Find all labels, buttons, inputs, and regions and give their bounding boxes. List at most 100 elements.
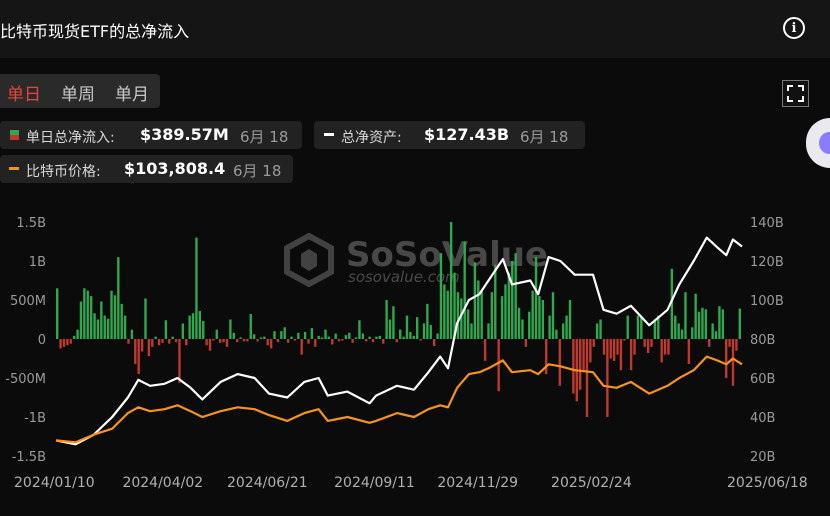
watermark: SoSoValue sosovalue.com [284, 232, 548, 288]
y-left-tick-label: 500M [10, 294, 46, 309]
inflow-bar [354, 337, 358, 339]
tab-weekly[interactable]: 单周 [61, 85, 95, 105]
inflow-bar [344, 335, 348, 339]
inflow-bar [453, 272, 456, 339]
page-title: 比特币现货ETF的总净流入 [0, 22, 190, 41]
inflow-bar [714, 331, 718, 339]
tab-daily[interactable]: 单日 [7, 85, 41, 105]
inflow-bar [477, 280, 480, 339]
inflow-bar [650, 339, 653, 347]
inflow-bar [565, 315, 568, 339]
tab-monthly[interactable]: 单月 [115, 85, 149, 105]
inflow-bar [123, 315, 127, 339]
inflow-bar [470, 323, 473, 339]
inflow-bar [629, 339, 633, 371]
net-assets-label: 总净资产: [341, 130, 402, 146]
daily-inflow-value: $389.57M [140, 125, 229, 144]
y-left-tick-label: 0 [38, 333, 46, 348]
inflow-bar [76, 329, 79, 339]
info-icon[interactable]: i [783, 17, 805, 39]
inflow-bar [466, 309, 470, 339]
inflow-bar [198, 310, 202, 339]
inflow-bar [578, 339, 582, 390]
y-left-tick-label: 1B [29, 255, 46, 270]
inflow-bar [500, 296, 504, 339]
inflow-bar [456, 292, 460, 339]
inflow-bar [599, 319, 602, 339]
legend-net-assets[interactable]: 总净资产: $127.43B 6月 18 [314, 121, 585, 149]
inflow-bar [541, 300, 545, 339]
inflow-bar [93, 313, 96, 339]
inflow-bar [151, 339, 154, 347]
inflow-bar [86, 290, 89, 339]
inflow-bar [551, 292, 555, 339]
legend-daily-inflow[interactable]: 单日总净流入: $389.57M 6月 18 [0, 121, 302, 149]
inflow-bar [697, 311, 701, 339]
inflow-bar [242, 339, 246, 342]
y-right-tick-label: 60B [750, 372, 775, 387]
inflow-bar [69, 339, 72, 344]
y-left-tick-label: -500M [5, 372, 46, 387]
legend-btc-price[interactable]: 比特币价格: $103,808.4 6月 18 [0, 155, 293, 183]
inflow-bar [324, 329, 327, 339]
inflow-bar [62, 339, 66, 347]
inflow-bar [385, 300, 388, 339]
inflow-bar [633, 339, 636, 355]
inflow-bar [643, 339, 646, 347]
inflow-bar [259, 337, 263, 339]
inflow-bar [405, 315, 409, 339]
inflow-bar [249, 314, 252, 339]
inflow-bar [317, 335, 320, 339]
inflow-bar [137, 339, 140, 375]
btc-price-label: 比特币价格: [26, 164, 101, 180]
inflow-bar [56, 288, 59, 339]
inflow-bar [130, 329, 134, 339]
daily-inflow-label: 单日总净流入: [26, 130, 115, 146]
x-tick-label: 2025/06/18 [727, 475, 808, 491]
inflow-bar [663, 339, 667, 355]
daily-inflow-date: 6月 18 [240, 128, 289, 146]
inflow-bar [419, 339, 422, 341]
fullscreen-button[interactable] [782, 80, 809, 107]
inflow-bar [269, 339, 273, 349]
fullscreen-icon [787, 85, 804, 102]
inflow-bar [514, 253, 517, 339]
inflow-bar [171, 336, 174, 339]
y-axis-left: 1.5B 1B 500M 0 -500M -1B -1.5B [5, 216, 46, 465]
inflow-bar [100, 301, 103, 339]
inflow-bar [222, 339, 225, 343]
inflow-bar [375, 336, 378, 339]
assistant-widget[interactable] [806, 118, 830, 168]
inflow-bar [127, 339, 130, 344]
inflow-bar [572, 339, 575, 394]
inflow-bar [582, 339, 585, 371]
inflow-bar [504, 284, 507, 339]
etf-flow-chart[interactable]: SoSoValue sosovalue.com 1.5B 1B 500M 0 -500M… [0, 200, 830, 500]
inflow-bar [606, 339, 609, 417]
inflow-bar [266, 339, 269, 346]
inflow-bar [680, 329, 684, 339]
inflow-bar [449, 222, 453, 339]
inflow-bar [191, 313, 195, 339]
x-tick-label: 2024/06/21 [227, 475, 308, 491]
inflow-bar [310, 328, 314, 339]
inflow-bar [147, 339, 151, 357]
inflow-bar [704, 309, 708, 339]
inflow-bar [528, 311, 531, 339]
inflow-legend-icon [10, 130, 19, 140]
y-right-tick-label: 140B [750, 216, 784, 231]
inflow-bar [188, 315, 191, 339]
inflow-bar [494, 264, 497, 339]
inflow-bar [728, 339, 731, 347]
inflow-bar [402, 336, 405, 339]
inflow-bar [388, 319, 392, 339]
inflow-bar [219, 339, 222, 343]
daily-inflow-bars [56, 222, 741, 417]
inflow-bar [327, 336, 331, 339]
inflow-bar [195, 237, 198, 339]
inflow-bar [232, 332, 235, 339]
net-assets-line [55, 236, 743, 446]
inflow-bar [443, 284, 446, 339]
period-tabs: 单日 单周 单月 [0, 74, 160, 108]
inflow-bar [392, 306, 395, 339]
